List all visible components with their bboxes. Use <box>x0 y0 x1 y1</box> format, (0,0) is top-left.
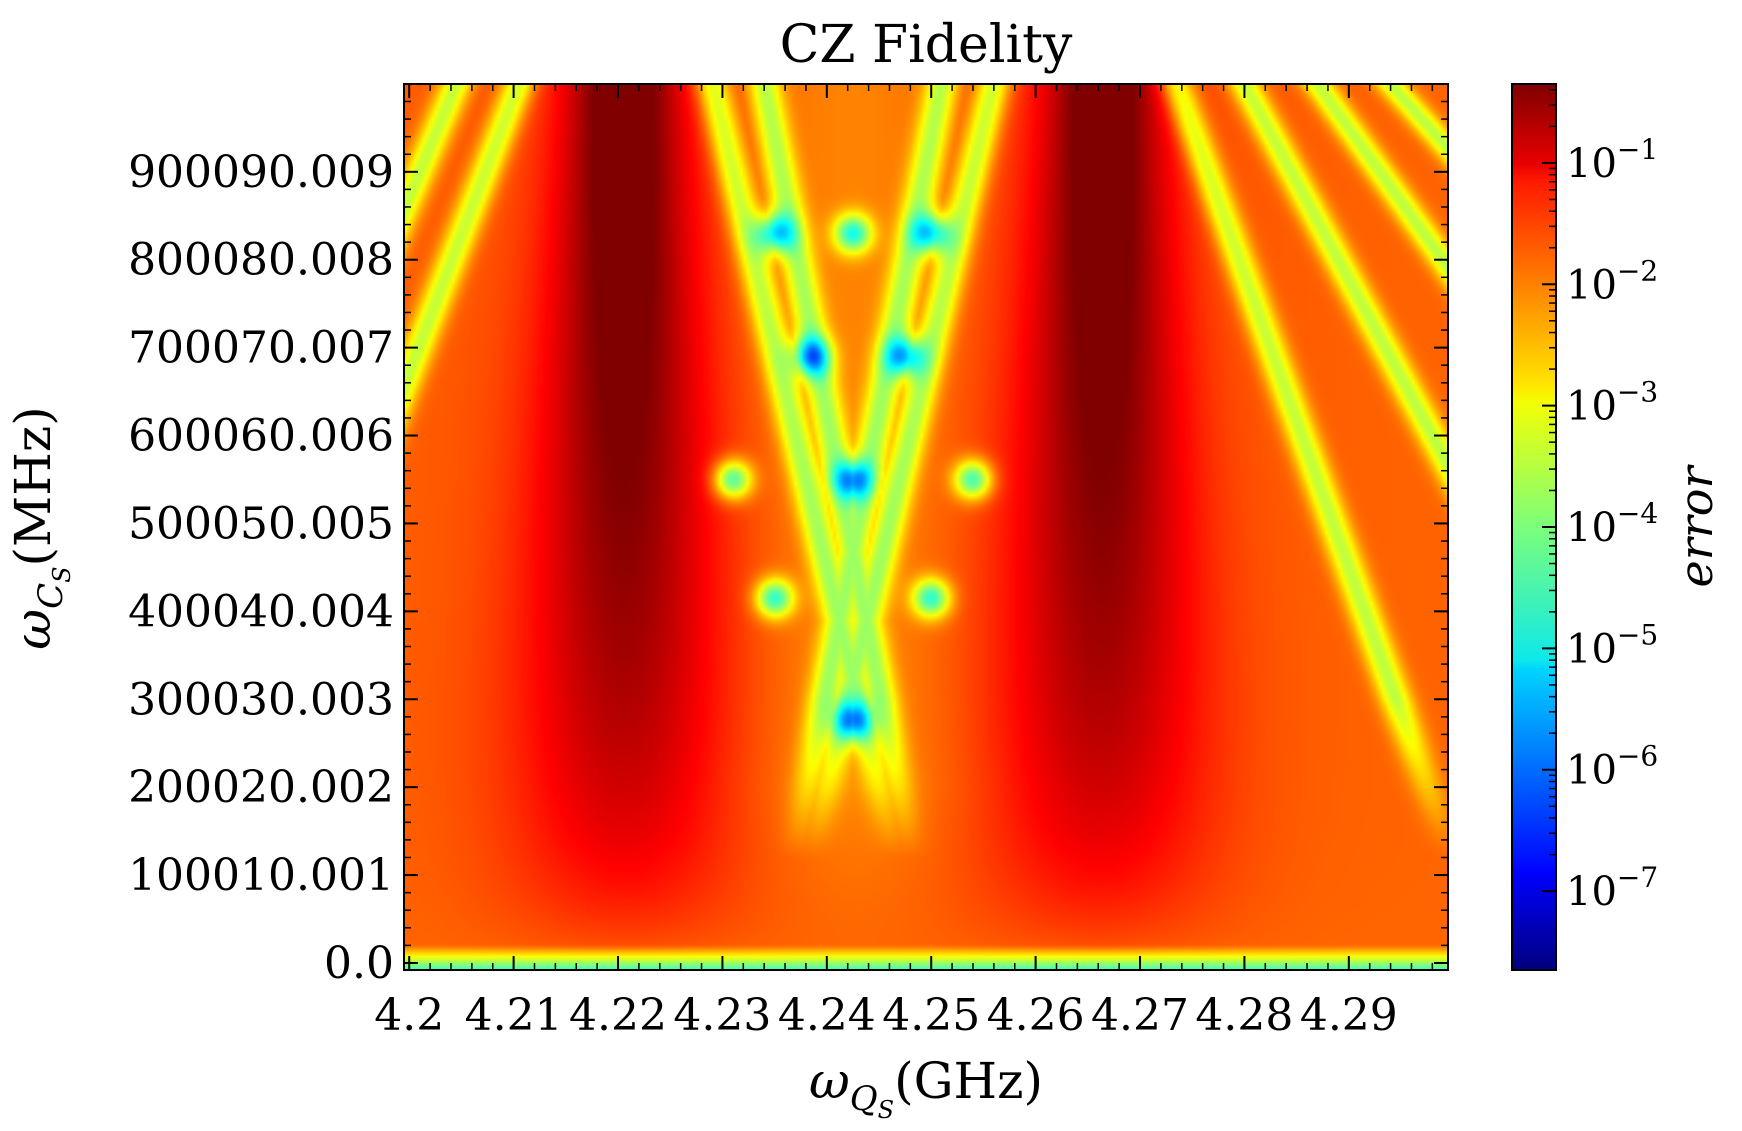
y-tick-label: 100010.001 <box>128 850 394 901</box>
y-label-symbol: ω <box>4 609 62 650</box>
y-tick-label: 500050.005 <box>128 498 394 549</box>
x-tick-label: 4.29 <box>1300 990 1398 1041</box>
y-axis-label: ωCS(MHz) <box>4 406 76 649</box>
y-label-subsub: S <box>48 566 76 582</box>
colorbar-tick-label: 10−4 <box>1566 497 1658 551</box>
y-tick-label: 400040.004 <box>128 586 394 637</box>
colorbar: 10−1 10−2 10−3 10−4 10−5 10−6 10−7 error <box>1511 83 1723 971</box>
y-axis-ticks: 0.0 100010.001 200020.002 300030.003 400040.… <box>128 100 1448 989</box>
x-tick-label: 4.26 <box>987 990 1085 1041</box>
y-tick-label: 0.0 <box>324 938 394 989</box>
x-tick-label: 4.23 <box>673 990 771 1041</box>
colorbar-label: error <box>1669 464 1723 588</box>
x-tick-label: 4.25 <box>882 990 980 1041</box>
colorbar-tick-label: 10−2 <box>1566 254 1658 308</box>
x-label-unit: (GHz) <box>894 1052 1043 1110</box>
colorbar-tick-label: 10−3 <box>1566 376 1658 430</box>
y-tick-label: 700070.007 <box>128 323 394 374</box>
plot-frame <box>403 83 1449 971</box>
x-axis-label: ωQS(GHz) <box>809 1052 1043 1124</box>
y-label-unit: (MHz) <box>4 406 62 566</box>
svg-text:ωCS(MHz): ωCS(MHz) <box>4 406 76 649</box>
x-tick-label: 4.21 <box>465 990 563 1041</box>
x-tick-label: 4.24 <box>778 990 876 1041</box>
x-tick-label: 4.2 <box>374 990 444 1041</box>
y-tick-label: 300030.003 <box>128 674 394 725</box>
colorbar-tick-label: 10−1 <box>1566 133 1658 187</box>
x-label-subsub: S <box>878 1096 894 1124</box>
svg-text:ωQS(GHz): ωQS(GHz) <box>809 1052 1043 1124</box>
y-tick-label: 600060.006 <box>128 411 394 462</box>
x-tick-label: 4.22 <box>569 990 667 1041</box>
x-tick-label: 4.27 <box>1091 990 1189 1041</box>
x-axis-ticks: 4.2 4.21 4.22 4.23 4.24 4.25 4.26 4.27 4.28 4.29 <box>374 84 1434 1041</box>
y-tick-label: 800080.008 <box>128 235 394 286</box>
colorbar-ticks: 10−1 10−2 10−3 10−4 10−5 10−6 10−7 <box>1542 89 1658 915</box>
y-tick-label: 200020.002 <box>128 762 394 813</box>
x-label-symbol: ω <box>809 1052 850 1110</box>
y-tick-label: 900090.009 <box>128 147 394 198</box>
heatmap-image <box>404 84 1448 970</box>
x-label-sub: Q <box>850 1079 878 1119</box>
chart-title: CZ Fidelity <box>780 15 1073 75</box>
heatmap <box>404 84 1448 970</box>
colorbar-tick-label: 10−5 <box>1566 618 1658 672</box>
colorbar-tick-label: 10−7 <box>1566 861 1658 915</box>
x-tick-label: 4.28 <box>1195 990 1293 1041</box>
colorbar-tick-label: 10−6 <box>1566 740 1658 794</box>
y-label-sub: C <box>31 583 71 609</box>
